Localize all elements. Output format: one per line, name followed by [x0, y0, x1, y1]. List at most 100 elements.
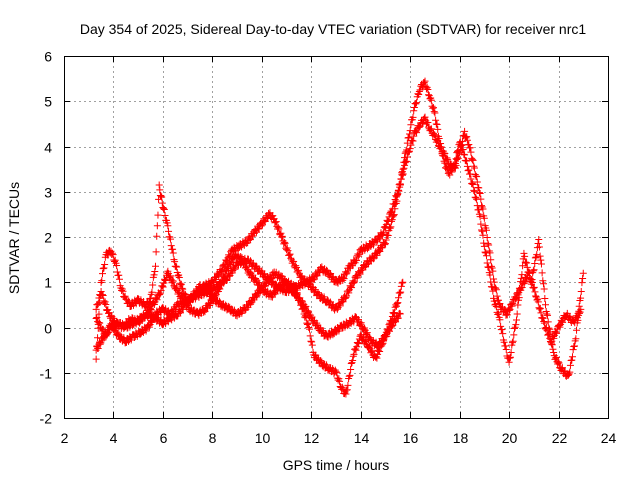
data-point — [479, 231, 487, 239]
data-point — [153, 296, 161, 304]
data-point — [399, 278, 407, 286]
axis-ticks — [64, 56, 609, 419]
data-point — [527, 277, 535, 285]
data-point — [348, 284, 356, 292]
data-point — [377, 341, 385, 349]
series-trace-c — [92, 250, 407, 398]
data-point — [102, 301, 110, 309]
data-point — [272, 218, 280, 226]
data-point — [287, 283, 295, 291]
y-tick-label: -2 — [40, 411, 53, 427]
data-point — [406, 145, 414, 153]
data-point — [488, 264, 496, 272]
data-point — [285, 251, 293, 259]
data-point — [410, 107, 418, 115]
data-point — [399, 171, 407, 179]
data-point — [523, 263, 531, 271]
data-point — [528, 276, 536, 284]
data-point — [497, 322, 505, 330]
data-point — [97, 278, 105, 286]
x-tick-label: 10 — [255, 430, 271, 446]
data-point — [119, 287, 127, 295]
data-point — [530, 283, 538, 291]
data-point — [216, 285, 224, 293]
data-point — [409, 137, 417, 145]
x-tick-label: 14 — [354, 430, 370, 446]
data-point — [553, 329, 561, 337]
data-point — [540, 285, 548, 293]
data-point — [572, 335, 580, 343]
data-point — [485, 241, 493, 249]
data-point — [305, 323, 313, 331]
data-point — [430, 131, 438, 139]
data-point — [492, 284, 500, 292]
x-tick-label: 24 — [601, 430, 617, 446]
data-point — [169, 277, 177, 285]
data-point — [431, 131, 439, 139]
data-point — [530, 284, 538, 292]
data-point — [558, 364, 566, 372]
data-point — [533, 296, 541, 304]
data-point — [344, 287, 352, 295]
x-tick-label: 2 — [61, 430, 69, 446]
data-point — [420, 79, 428, 87]
data-point — [555, 359, 563, 367]
data-point — [461, 151, 469, 159]
data-point — [458, 137, 466, 145]
data-point — [231, 265, 239, 273]
data-point — [179, 285, 187, 293]
data-point — [433, 136, 441, 144]
data-point — [109, 251, 117, 259]
data-point — [538, 269, 546, 277]
data-point — [531, 254, 539, 262]
data-point — [113, 261, 121, 269]
data-point — [434, 137, 442, 145]
data-point — [465, 140, 473, 148]
data-point — [347, 365, 355, 373]
data-point — [506, 353, 514, 361]
data-point — [486, 271, 494, 279]
data-point — [175, 288, 183, 296]
data-point — [382, 331, 390, 339]
data-point — [544, 311, 552, 319]
data-point — [99, 265, 107, 273]
data-point — [453, 155, 461, 163]
data-point — [531, 260, 539, 268]
data-point — [388, 208, 396, 216]
data-point — [509, 299, 517, 307]
data-point — [373, 251, 381, 259]
data-point — [111, 258, 119, 266]
data-point — [338, 383, 346, 391]
data-point — [463, 157, 471, 165]
data-point — [522, 273, 530, 281]
data-point — [415, 91, 423, 99]
data-point — [154, 211, 162, 219]
y-tick-labels: -2 -1 0 1 2 3 4 5 6 — [40, 49, 53, 427]
data-point — [542, 323, 550, 331]
data-point — [405, 148, 413, 156]
data-point — [383, 332, 391, 340]
data-point — [257, 222, 265, 230]
data-point — [542, 325, 550, 333]
data-marks — [92, 77, 587, 398]
data-point — [246, 236, 254, 244]
data-point — [455, 150, 463, 158]
data-point — [403, 139, 411, 147]
data-point — [238, 254, 246, 262]
data-point — [396, 310, 404, 318]
data-point — [554, 358, 562, 366]
data-point — [92, 355, 100, 363]
data-point — [100, 264, 108, 272]
data-point — [575, 309, 583, 317]
y-tick-label: 3 — [44, 185, 52, 201]
data-point — [525, 268, 533, 276]
data-point — [547, 339, 555, 347]
data-point — [475, 206, 483, 214]
data-point — [344, 381, 352, 389]
data-point — [176, 279, 184, 287]
data-point — [368, 348, 376, 356]
data-point — [378, 231, 386, 239]
data-point — [430, 108, 438, 116]
data-point — [111, 256, 119, 264]
data-point — [480, 242, 488, 250]
